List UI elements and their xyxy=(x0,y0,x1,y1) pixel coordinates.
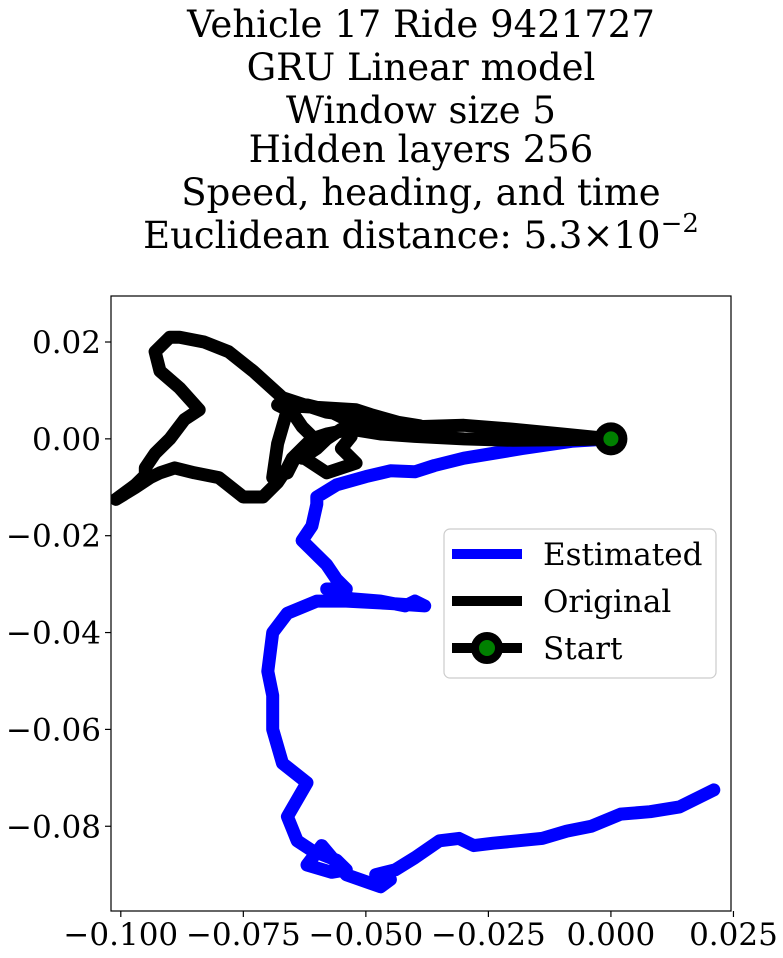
title-line-1: Vehicle 17 Ride 9421727 xyxy=(186,3,655,46)
title-distance-prefix: Euclidean distance: 5.3 xyxy=(143,214,582,257)
title-base: 10 xyxy=(614,214,661,257)
title-line-2: GRU Linear model xyxy=(247,46,596,89)
title-exponent: −2 xyxy=(661,209,699,239)
legend-start-marker xyxy=(471,632,503,664)
chart-title: Vehicle 17 Ride 9421727 GRU Linear model… xyxy=(143,3,699,257)
x-axis: −0.100 −0.075 −0.050 −0.025 0.000 0.025 xyxy=(63,911,778,953)
marker-layer xyxy=(594,422,628,456)
x-tick-label: −0.075 xyxy=(186,917,301,953)
y-tick-label: −0.06 xyxy=(6,712,101,748)
title-line-3: Window size 5 xyxy=(286,89,556,132)
legend-start-label: Start xyxy=(543,631,623,667)
x-tick-label: −0.025 xyxy=(431,917,546,953)
title-line-6: Euclidean distance: 5.3×10−2 xyxy=(143,209,699,257)
y-tick-label: −0.04 xyxy=(6,616,101,652)
legend: Estimated Original Start xyxy=(443,528,717,679)
x-tick-label: −0.050 xyxy=(308,917,423,953)
title-times-sign: × xyxy=(582,214,613,257)
legend-box xyxy=(443,528,717,679)
title-line-5: Speed, heading, and time xyxy=(181,171,660,214)
title-line-4: Hidden layers 256 xyxy=(249,128,594,171)
x-tick-label: 0.025 xyxy=(689,917,778,953)
y-axis: 0.02 0.00 −0.02 −0.04 −0.06 −0.08 xyxy=(6,325,111,845)
x-tick-label: −0.100 xyxy=(63,917,178,953)
series-layer xyxy=(111,330,721,894)
x-tick-label: 0.000 xyxy=(567,917,656,953)
plot-area-frame xyxy=(110,295,732,912)
series-line-estimated xyxy=(261,432,721,894)
y-tick-label: 0.02 xyxy=(32,325,101,361)
y-tick-label: −0.08 xyxy=(6,809,101,845)
start-marker xyxy=(594,422,628,456)
legend-original-label: Original xyxy=(543,584,671,620)
series-line-original xyxy=(111,330,618,506)
y-tick-label: −0.02 xyxy=(6,519,101,555)
legend-estimated-label: Estimated xyxy=(543,537,702,573)
y-tick-label: 0.00 xyxy=(32,422,101,458)
